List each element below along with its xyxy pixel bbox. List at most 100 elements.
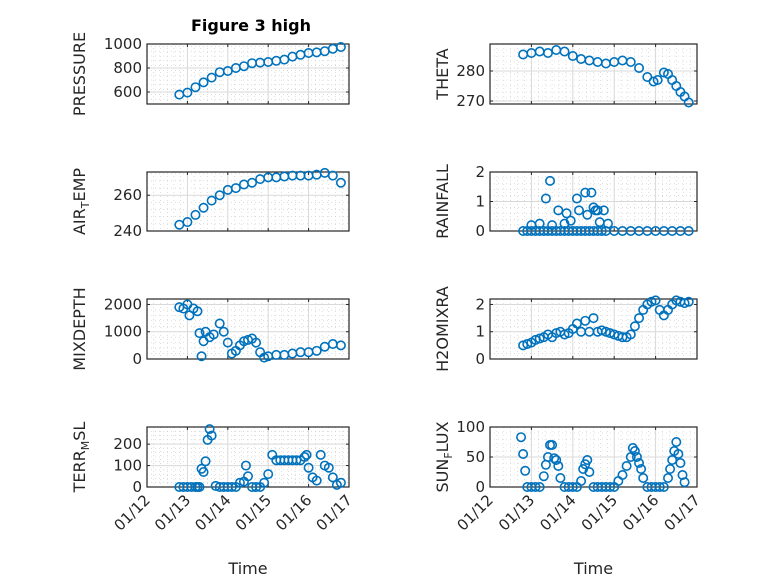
x-axis-label: Time xyxy=(573,559,613,578)
data-point xyxy=(335,177,346,188)
data-point xyxy=(327,472,338,483)
data-point xyxy=(208,329,219,340)
y-tick-label: 1 xyxy=(475,193,485,211)
data-point xyxy=(218,326,229,337)
data-point xyxy=(522,338,533,349)
data-point xyxy=(555,472,566,483)
data-point xyxy=(335,477,346,488)
y-tick-label: 800 xyxy=(113,59,142,77)
data-point xyxy=(303,462,314,473)
data-point xyxy=(553,205,564,216)
data-point xyxy=(206,195,217,206)
data-point xyxy=(230,183,241,194)
y-tick-label: 2 xyxy=(475,295,485,313)
data-point xyxy=(243,471,254,482)
chart-title: Figure 3 high xyxy=(191,16,311,35)
data-point xyxy=(259,477,270,488)
y-axis-label: MIXDEPTH xyxy=(70,287,89,370)
data-point xyxy=(634,457,645,468)
y-axis-label: TERRMSL xyxy=(70,422,92,494)
y-axis-label: SUNFLUX xyxy=(433,421,455,492)
data-point xyxy=(206,430,217,441)
y-axis-label: PRESSURE xyxy=(70,32,89,116)
data-point xyxy=(671,436,682,447)
data-point xyxy=(196,351,207,362)
x-tick-label: 01/13 xyxy=(151,491,194,534)
data-point xyxy=(182,87,193,98)
y-tick-label: 1000 xyxy=(104,323,142,341)
x-tick-label: 01/17 xyxy=(313,491,356,534)
data-point xyxy=(545,175,556,186)
y-tick-label: 0 xyxy=(132,350,142,368)
x-tick-label: 01/17 xyxy=(661,491,704,534)
data-point xyxy=(214,318,225,329)
x-tick-label: 01/15 xyxy=(232,491,275,534)
panel-sun-flux: 0 50 100SUNFLUX01/1201/1301/1401/1501/1601… xyxy=(433,418,704,578)
x-tick-label: 01/12 xyxy=(454,491,497,534)
data-point xyxy=(553,460,564,471)
data-point xyxy=(335,340,346,351)
data-point xyxy=(634,62,645,73)
data-point xyxy=(240,460,251,471)
data-point xyxy=(652,75,663,86)
data-point xyxy=(567,50,578,61)
data-point xyxy=(542,47,553,58)
y-tick-label: 0 xyxy=(475,222,485,240)
data-point xyxy=(263,469,274,480)
data-point xyxy=(561,208,572,219)
data-point xyxy=(198,77,209,88)
y-tick-label: 50 xyxy=(466,448,485,466)
y-axis-label: H2OMIXRA xyxy=(433,286,452,372)
data-point xyxy=(198,202,209,213)
y-axis-label: AIRTEMP xyxy=(70,168,92,235)
y-tick-label: 0 xyxy=(475,478,485,496)
x-tick-label: 01/14 xyxy=(191,491,234,534)
data-point xyxy=(251,481,262,492)
data-point xyxy=(621,460,632,471)
y-tick-label: 600 xyxy=(113,83,142,101)
panel-mixdepth: 0 1000 2000 MIXDEPTH xyxy=(70,287,350,371)
data-point xyxy=(598,205,609,216)
data-point xyxy=(311,345,322,356)
data-point xyxy=(540,193,551,204)
data-point xyxy=(663,472,674,483)
data-point xyxy=(596,226,607,237)
data-point xyxy=(588,313,599,324)
data-point xyxy=(636,463,647,474)
data-point xyxy=(592,205,603,216)
data-point xyxy=(665,463,676,474)
data-point xyxy=(646,296,657,307)
x-tick-label: 01/16 xyxy=(272,491,315,534)
axes-box xyxy=(489,298,698,360)
data-point xyxy=(198,466,209,477)
data-point xyxy=(534,218,545,229)
data-point xyxy=(222,337,233,348)
data-point xyxy=(335,41,346,52)
y-tick-label: 2 xyxy=(475,163,485,181)
x-tick-label: 01/15 xyxy=(578,491,621,534)
y-tick-label: 1 xyxy=(475,323,485,341)
x-tick-label: 01/14 xyxy=(536,491,579,534)
y-tick-label: 280 xyxy=(456,62,485,80)
data-point xyxy=(327,170,338,181)
data-point xyxy=(301,449,312,460)
data-point xyxy=(549,453,560,464)
axes-box xyxy=(489,43,698,105)
data-point xyxy=(538,471,549,482)
data-point xyxy=(251,337,262,348)
y-tick-label: 1000 xyxy=(104,35,142,53)
data-point xyxy=(234,477,245,488)
data-point xyxy=(547,439,558,450)
data-point xyxy=(582,454,593,465)
data-point xyxy=(182,217,193,228)
x-tick-label: 01/16 xyxy=(619,491,662,534)
y-tick-label: 0 xyxy=(132,478,142,496)
panel-rainfall: 0 1 2 RAINFALL xyxy=(433,163,698,240)
data-point xyxy=(190,209,201,220)
y-tick-label: 270 xyxy=(456,92,485,110)
data-point xyxy=(311,475,322,486)
data-point xyxy=(542,451,553,462)
data-point xyxy=(679,298,690,309)
data-point xyxy=(658,481,669,492)
